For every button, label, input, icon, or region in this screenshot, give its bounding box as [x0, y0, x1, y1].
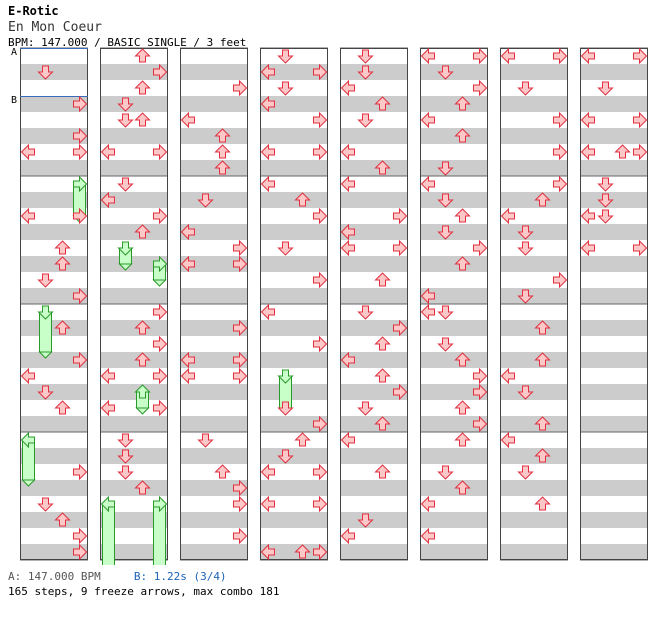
- freeze-arrow-tail: [152, 279, 167, 287]
- freeze-arrow-tail: [118, 263, 133, 271]
- chart-column: [180, 47, 248, 561]
- chart-column: [580, 47, 648, 561]
- chart-column: [500, 47, 568, 561]
- freeze-arrow-tail: [135, 407, 150, 415]
- song-title: En Mon Coeur: [8, 20, 102, 35]
- freeze-arrow-tail: [38, 351, 53, 359]
- bpm-info: A: 147.000 BPM B: 1.22s (3/4): [8, 570, 227, 583]
- freeze-arrow-body: [153, 503, 166, 565]
- step-chart: [20, 47, 648, 565]
- chart-column: [340, 47, 408, 561]
- chart-column: [420, 47, 488, 561]
- freeze-arrow-tail: [21, 479, 36, 487]
- marker-b-label: B: [11, 95, 18, 106]
- bpm-b-text: B: 1.22s (3/4): [133, 570, 227, 583]
- chart-meta: BPM: 147.000 / BASIC SINGLE / 3 feet: [8, 36, 247, 49]
- freeze-arrow-body: [102, 503, 115, 565]
- song-artist: E-Rotic: [8, 4, 59, 18]
- chart-column: [100, 47, 168, 561]
- chart-column: [260, 47, 328, 561]
- chart-stats: 165 steps, 9 freeze arrows, max combo 18…: [8, 585, 280, 598]
- marker-a-label: A: [11, 47, 18, 58]
- bpm-a-text: A: 147.000 BPM: [8, 570, 101, 583]
